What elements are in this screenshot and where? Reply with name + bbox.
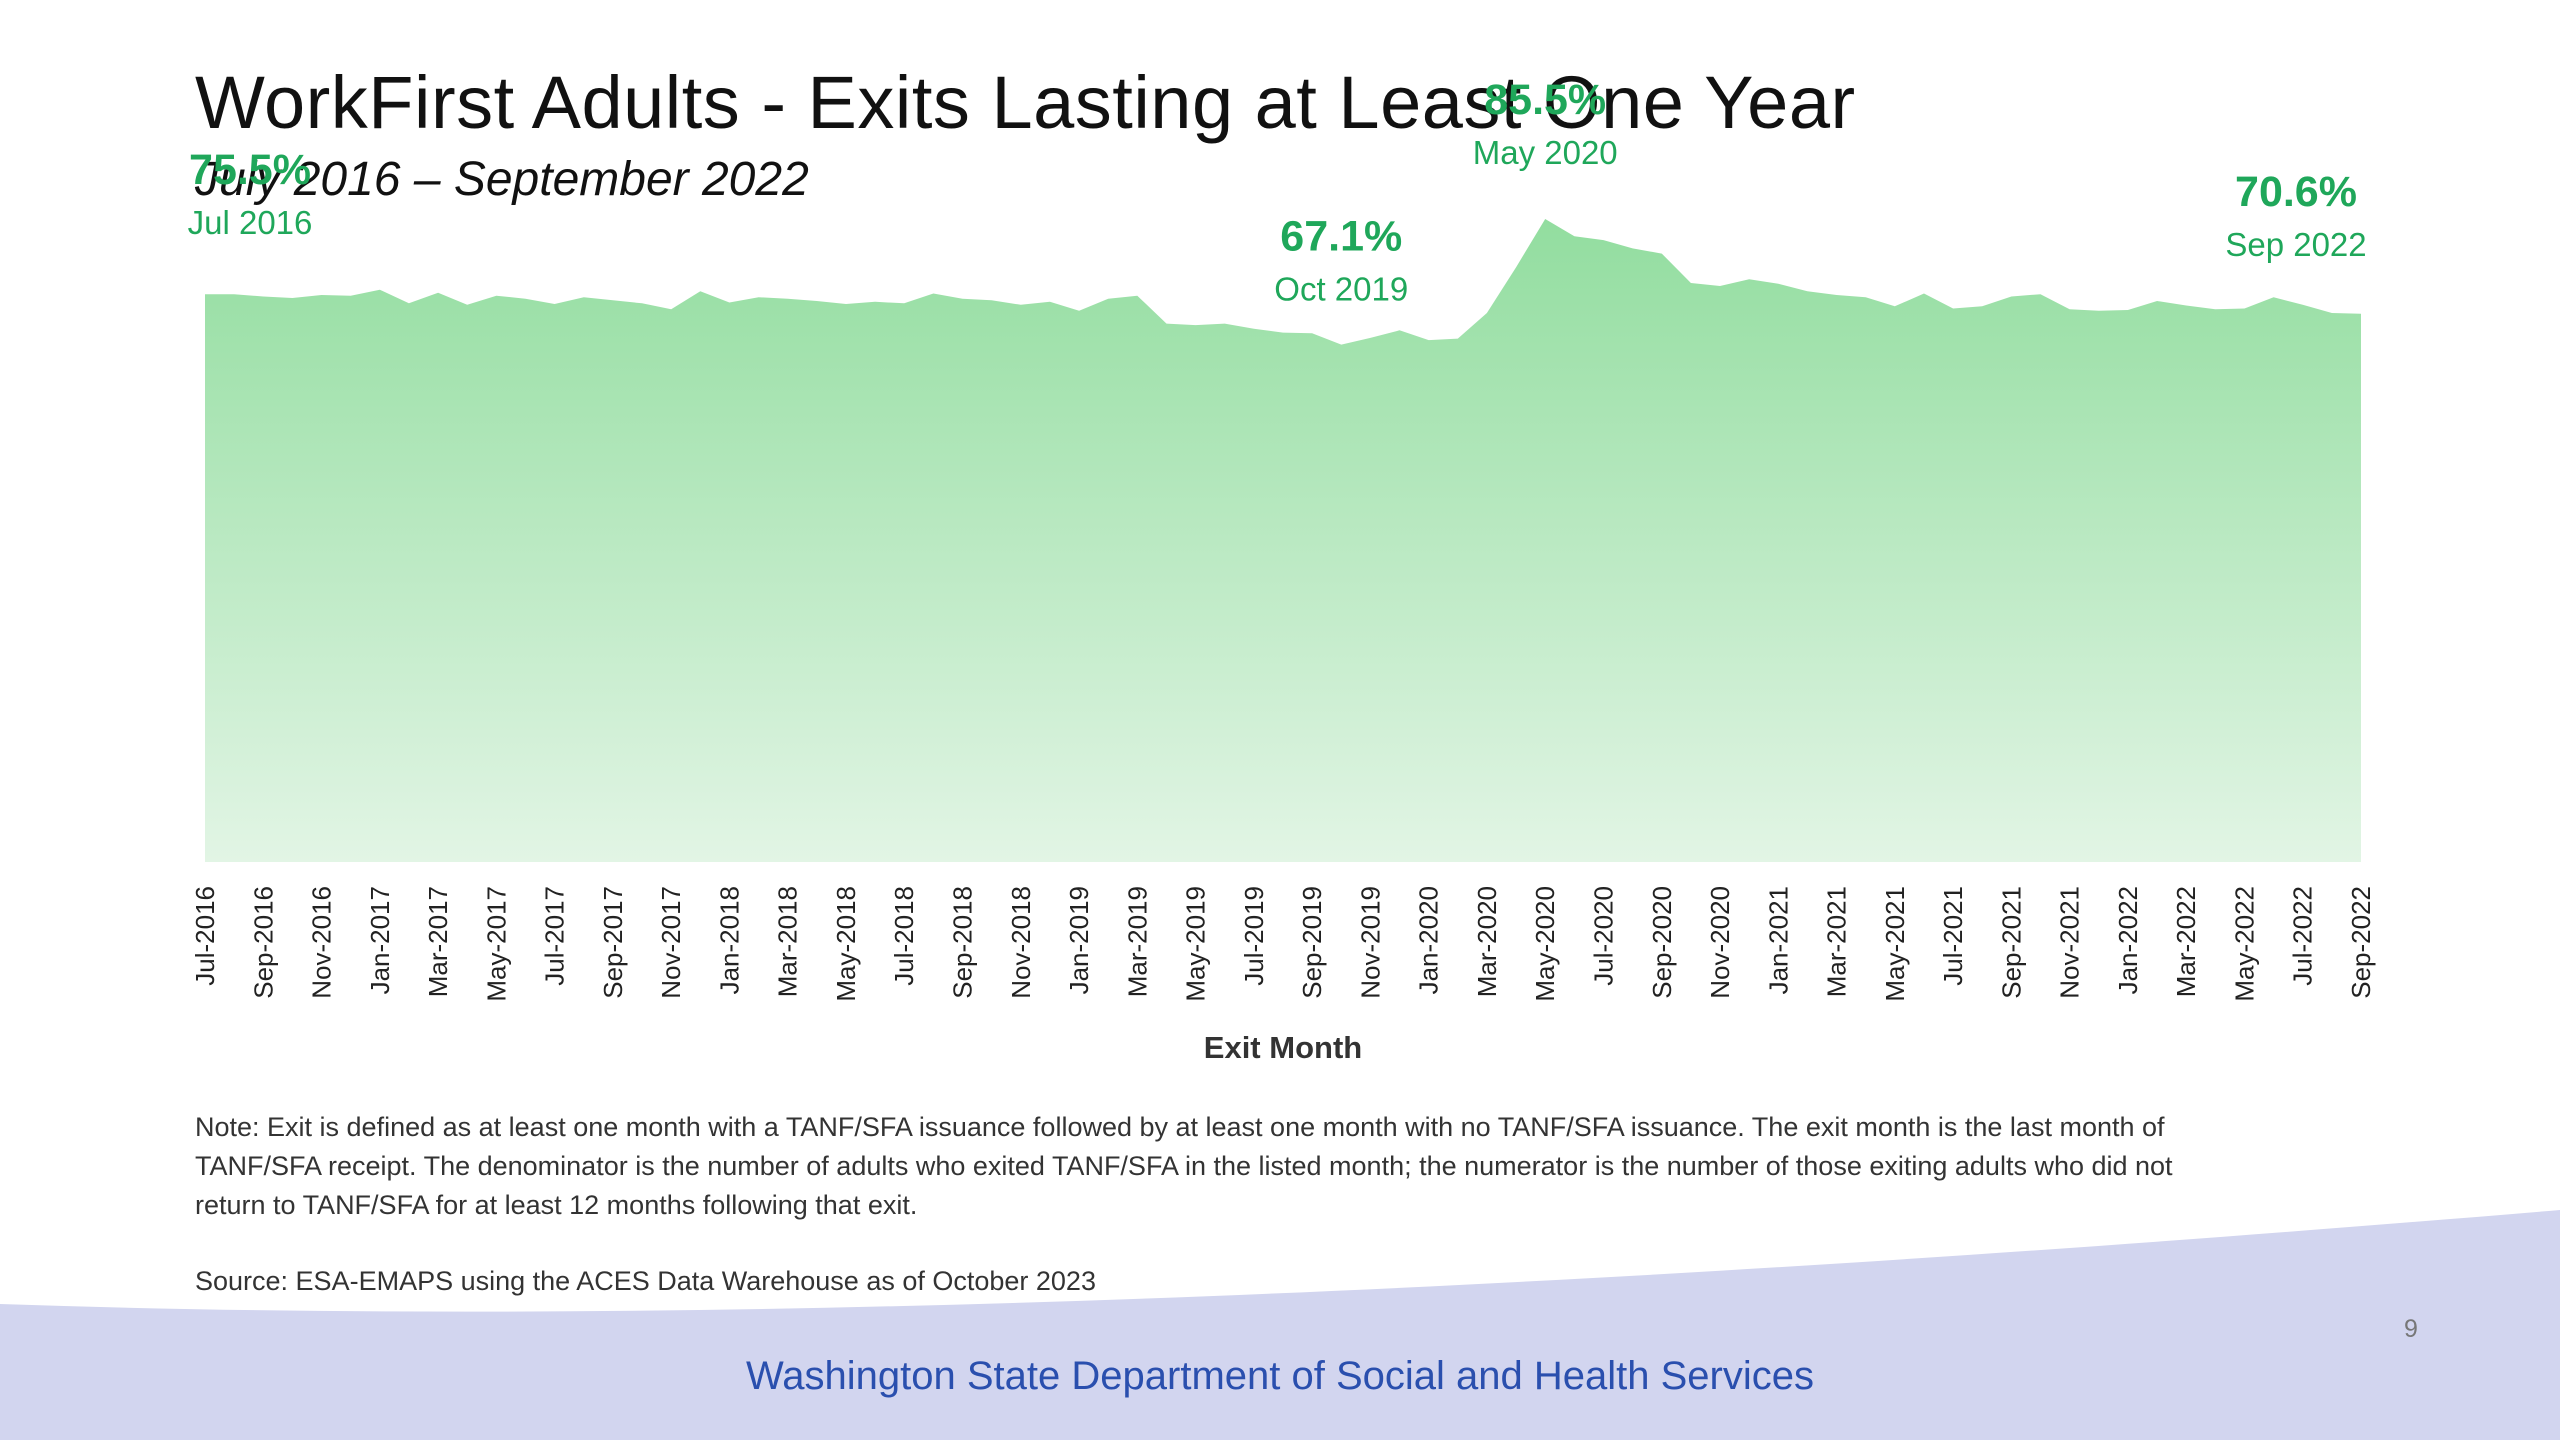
x-tick-label: Mar-2018 <box>773 886 803 997</box>
x-tick-label: Sep-2017 <box>598 886 628 999</box>
footer-organization: Washington State Department of Social an… <box>746 1354 1814 1398</box>
x-tick-label: Jan-2018 <box>714 886 744 994</box>
x-tick-label: Jul-2016 <box>190 886 220 986</box>
x-tick-label: Jul-2021 <box>1938 886 1968 986</box>
x-tick-label: Mar-2019 <box>1122 886 1152 997</box>
x-tick-label: Sep-2021 <box>1996 886 2026 999</box>
page-number: 9 <box>2404 1315 2418 1343</box>
x-tick-label: Jul-2017 <box>540 886 570 986</box>
callout-value: 67.1% <box>1280 213 1402 261</box>
x-tick-label: Mar-2017 <box>423 886 453 997</box>
exit-rate-area <box>205 219 2361 862</box>
callout-date: Oct 2019 <box>1274 271 1408 308</box>
x-tick-label: Nov-2020 <box>1705 886 1735 999</box>
x-tick-label: May-2019 <box>1181 886 1211 1002</box>
x-tick-label: Jan-2019 <box>1064 886 1094 994</box>
x-tick-label: Jan-2022 <box>2113 886 2143 994</box>
x-tick-label: Jan-2021 <box>1763 886 1793 994</box>
x-tick-label: May-2017 <box>481 886 511 1002</box>
x-axis-ticks: Jul-2016 Sep-2016 Nov-2016 Jan-2017 Mar-2017… <box>190 886 2376 1002</box>
callout-date: May 2020 <box>1473 134 1618 171</box>
x-tick-label: Sep-2020 <box>1647 886 1677 999</box>
x-axis-title: Exit Month <box>1204 1030 1362 1065</box>
x-tick-label: May-2020 <box>1530 886 1560 1002</box>
x-tick-label: May-2018 <box>831 886 861 1002</box>
x-tick-label: May-2022 <box>2229 886 2259 1002</box>
chart-note: Note: Exit is defined as at least one mo… <box>195 1112 2173 1220</box>
x-tick-label: Nov-2019 <box>1355 886 1385 999</box>
x-tick-label: Nov-2018 <box>1006 886 1036 999</box>
x-tick-label: Sep-2016 <box>248 886 278 999</box>
x-tick-label: Jul-2022 <box>2288 886 2318 986</box>
x-tick-label: Sep-2019 <box>1297 886 1327 999</box>
slide-title: WorkFirst Adults - Exits Lasting at Leas… <box>195 61 1856 144</box>
callouts: 75.5% Jul 2016 67.1% Oct 2019 85.5% May 2020 7… <box>188 76 2367 308</box>
x-tick-label: Jul-2018 <box>889 886 919 986</box>
x-tick-label: Jul-2019 <box>1239 886 1269 986</box>
x-tick-label: May-2021 <box>1880 886 1910 1002</box>
data-source: Source: ESA-EMAPS using the ACES Data Wa… <box>195 1266 1096 1296</box>
x-tick-label: Mar-2022 <box>2171 886 2201 997</box>
exits-area-chart: Jul-2016 Sep-2016 Nov-2016 Jan-2017 Mar-2017… <box>188 76 2376 1065</box>
x-tick-label: Nov-2017 <box>656 886 686 999</box>
slide-subtitle: July 2016 – September 2022 <box>195 153 809 206</box>
callout-value: 70.6% <box>2235 168 2357 216</box>
x-tick-label: Jan-2020 <box>1414 886 1444 994</box>
x-tick-label: Nov-2016 <box>307 886 337 999</box>
x-tick-label: Sep-2022 <box>2346 886 2376 999</box>
x-tick-label: Sep-2018 <box>948 886 978 999</box>
callout-value: 85.5% <box>1484 76 1606 124</box>
callout-date: Sep 2022 <box>2225 226 2366 263</box>
x-tick-label: Mar-2021 <box>1822 886 1852 997</box>
callout-value: 75.5% <box>189 146 311 194</box>
x-tick-label: Jul-2020 <box>1588 886 1618 986</box>
x-tick-label: Mar-2020 <box>1472 886 1502 997</box>
x-tick-label: Jan-2017 <box>365 886 395 994</box>
x-tick-label: Nov-2021 <box>2055 886 2085 999</box>
callout-date: Jul 2016 <box>188 204 313 241</box>
footer-band <box>0 1210 2560 1440</box>
